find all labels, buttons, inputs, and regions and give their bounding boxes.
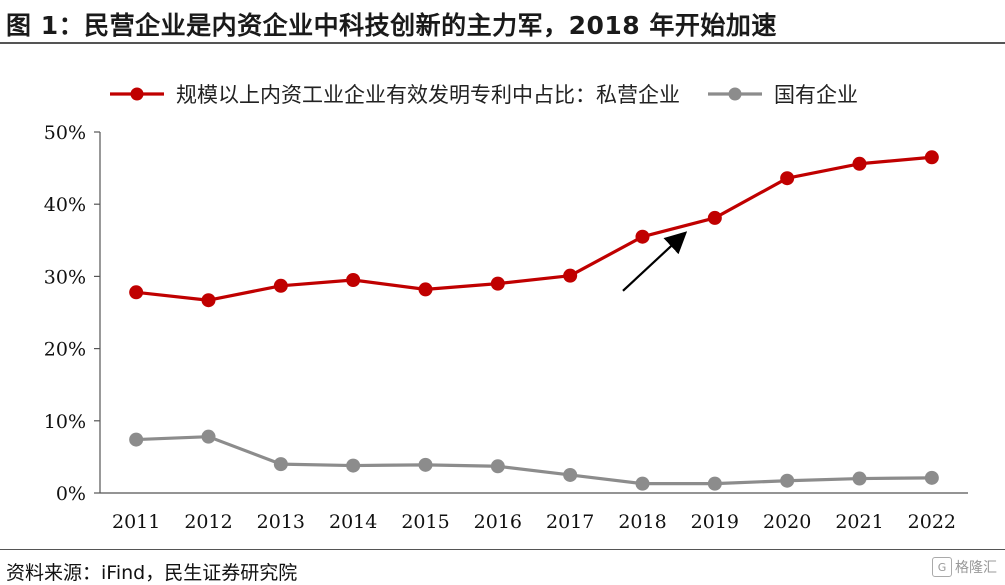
legend-item-0: 规模以上内资工业企业有效发明专利中占比：私营企业 [110, 83, 680, 107]
data-point [635, 229, 650, 244]
data-point [852, 156, 867, 171]
y-tick-label: 40% [44, 194, 86, 216]
title-divider [0, 42, 1005, 44]
series-0 [129, 150, 939, 308]
watermark-text: 格隆汇 [955, 560, 997, 576]
x-tick-label: 2020 [763, 511, 811, 533]
legend-item-1: 国有企业 [708, 83, 858, 107]
annotation-layer [622, 231, 688, 292]
data-point [418, 457, 433, 472]
legend-label: 规模以上内资工业企业有效发明专利中占比：私营企业 [176, 83, 680, 107]
legend-swatch-marker [130, 87, 144, 101]
gelonghui-logo-icon: G [932, 557, 952, 577]
x-tick-label: 2014 [329, 511, 377, 533]
x-tick-label: 2022 [908, 511, 956, 533]
data-point [563, 467, 578, 482]
y-tick-label: 50% [44, 122, 86, 144]
series-1 [129, 429, 939, 491]
data-point [780, 473, 795, 488]
y-axis: 0% 10% 20% 30% 40% 50% [44, 122, 101, 505]
data-point [129, 432, 144, 447]
legend-swatch-marker [728, 87, 742, 101]
data-point [490, 276, 505, 291]
x-tick-label: 2021 [835, 511, 883, 533]
data-point [201, 429, 216, 444]
series-line [135, 155, 932, 302]
data-point [129, 285, 144, 300]
data-point [563, 268, 578, 283]
data-point [346, 273, 361, 288]
x-axis: 2011 2012 2013 2014 2015 2016 2017 2018 2019 2020… [100, 492, 968, 533]
x-tick-label: 2012 [184, 511, 232, 533]
data-point [924, 470, 939, 485]
legend-label: 国有企业 [774, 83, 858, 107]
data-point [490, 459, 505, 474]
x-tick-label: 2016 [474, 511, 522, 533]
watermark: G 格隆汇 [932, 557, 997, 577]
data-point [635, 476, 650, 491]
series-layer [129, 150, 939, 491]
data-point [273, 457, 288, 472]
data-point [201, 293, 216, 308]
data-point [346, 458, 361, 473]
x-tick-label: 2013 [257, 511, 305, 533]
data-point [707, 476, 722, 491]
footer-divider [0, 549, 1005, 550]
legend: 规模以上内资工业企业有效发明专利中占比：私营企业 国有企业 [110, 83, 858, 107]
x-tick-label: 2011 [112, 511, 160, 533]
y-tick-label: 10% [44, 411, 86, 433]
source-note: 资料来源：iFind，民生证券研究院 [6, 562, 298, 584]
data-point [780, 171, 795, 186]
y-tick-label: 30% [44, 266, 86, 288]
chart-title: 图 1：民营企业是内资企业中科技创新的主力军，2018 年开始加速 [6, 11, 777, 40]
data-point [707, 210, 722, 225]
data-point [273, 278, 288, 293]
data-point [924, 150, 939, 165]
series-line [136, 435, 932, 486]
x-tick-label: 2019 [691, 511, 739, 533]
x-tick-label: 2015 [401, 511, 449, 533]
trend-arrow [622, 231, 688, 292]
x-tick-label: 2017 [546, 511, 594, 533]
data-point [852, 471, 867, 486]
x-tick-label: 2018 [618, 511, 666, 533]
data-point [418, 282, 433, 297]
y-tick-label: 0% [56, 483, 86, 505]
y-tick-label: 20% [44, 339, 86, 361]
